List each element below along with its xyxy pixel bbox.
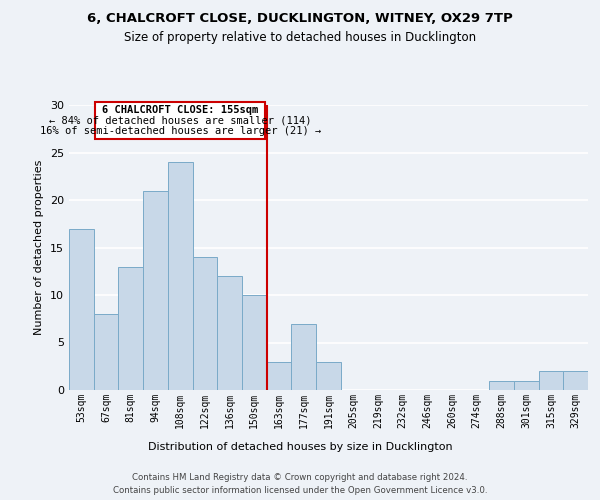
Bar: [514, 380, 539, 390]
Text: ← 84% of detached houses are smaller (114): ← 84% of detached houses are smaller (11…: [49, 116, 311, 126]
FancyBboxPatch shape: [95, 102, 265, 139]
Bar: [539, 371, 563, 390]
Text: Contains public sector information licensed under the Open Government Licence v3: Contains public sector information licen…: [113, 486, 487, 495]
Bar: [193, 257, 217, 390]
Bar: [563, 371, 588, 390]
Bar: [69, 228, 94, 390]
Y-axis label: Number of detached properties: Number of detached properties: [34, 160, 44, 335]
Bar: [267, 362, 292, 390]
Text: 6 CHALCROFT CLOSE: 155sqm: 6 CHALCROFT CLOSE: 155sqm: [102, 106, 259, 116]
Bar: [118, 266, 143, 390]
Text: 16% of semi-detached houses are larger (21) →: 16% of semi-detached houses are larger (…: [40, 126, 321, 136]
Text: Size of property relative to detached houses in Ducklington: Size of property relative to detached ho…: [124, 31, 476, 44]
Bar: [292, 324, 316, 390]
Bar: [217, 276, 242, 390]
Bar: [168, 162, 193, 390]
Text: 6, CHALCROFT CLOSE, DUCKLINGTON, WITNEY, OX29 7TP: 6, CHALCROFT CLOSE, DUCKLINGTON, WITNEY,…: [87, 12, 513, 26]
Bar: [242, 295, 267, 390]
Text: Contains HM Land Registry data © Crown copyright and database right 2024.: Contains HM Land Registry data © Crown c…: [132, 472, 468, 482]
Bar: [143, 190, 168, 390]
Bar: [489, 380, 514, 390]
Bar: [94, 314, 118, 390]
Bar: [316, 362, 341, 390]
Text: Distribution of detached houses by size in Ducklington: Distribution of detached houses by size …: [148, 442, 452, 452]
